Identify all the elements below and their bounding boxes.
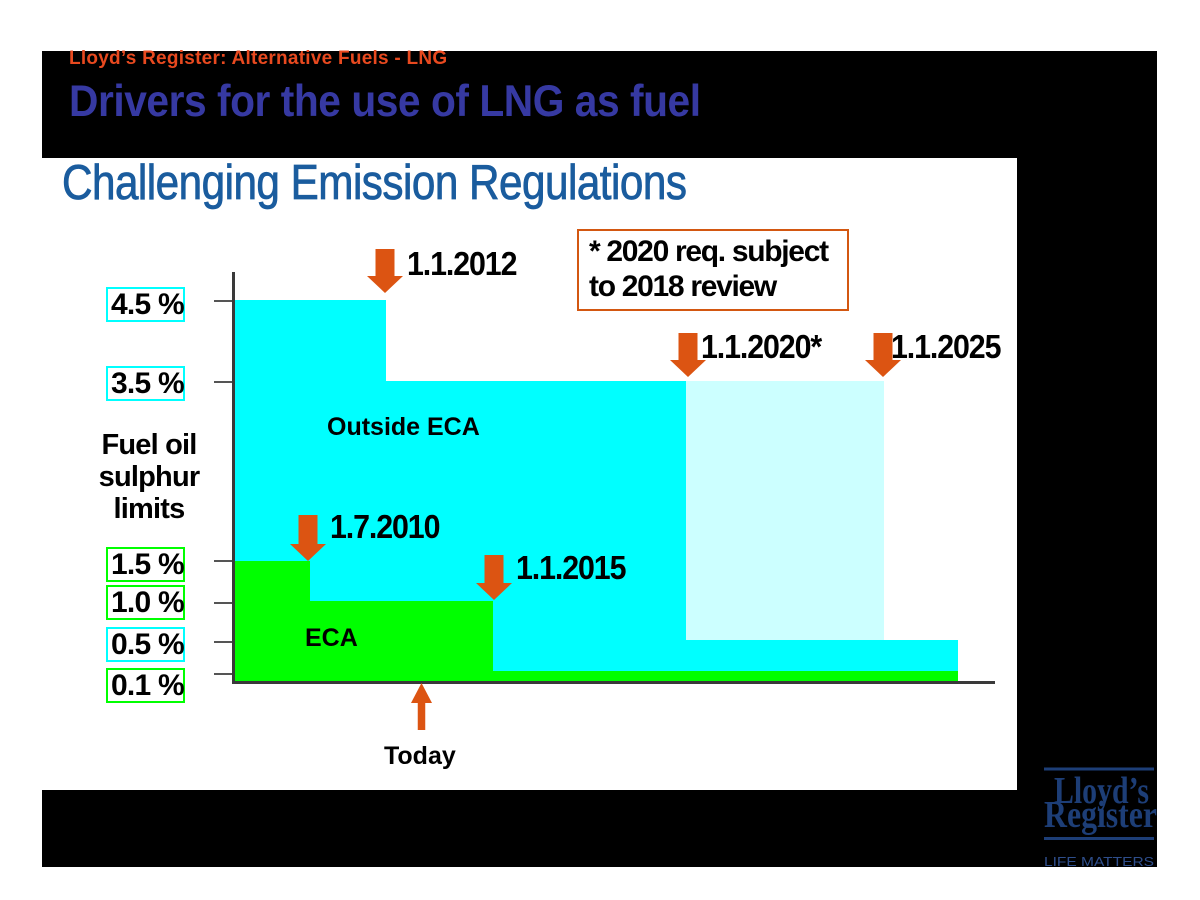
svg-text:LIFE MATTERS: LIFE MATTERS xyxy=(1044,854,1154,869)
svg-text:Lloyd’s: Lloyd’s xyxy=(1054,770,1149,812)
svg-text:Register: Register xyxy=(1044,794,1157,836)
